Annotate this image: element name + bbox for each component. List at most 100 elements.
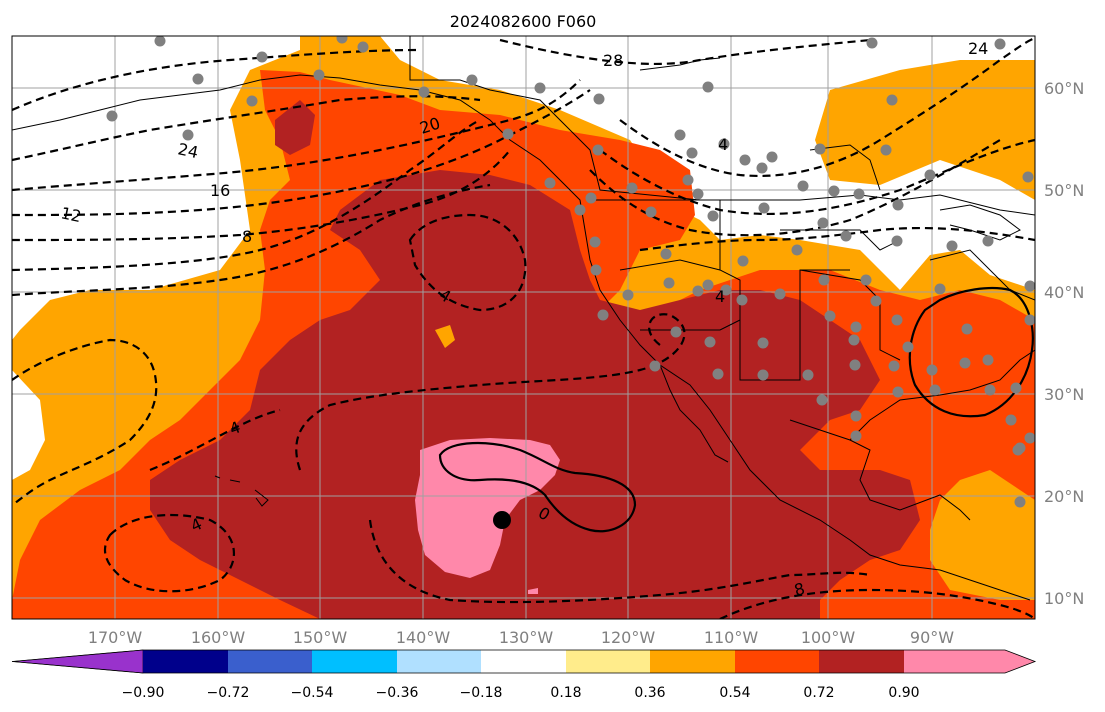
station-marker xyxy=(982,235,994,247)
contour-label: 8 xyxy=(792,579,807,600)
colorbar-segment xyxy=(312,650,397,673)
colorbar-tick-labels: −0.90 −0.72 −0.54 −0.36 −0.18 0.18 0.36 … xyxy=(122,685,920,701)
latitude-axis: 60°N 50°N 40°N 30°N 20°N 10°N xyxy=(1044,79,1084,608)
longitude-label: 150°W xyxy=(293,628,348,647)
station-marker xyxy=(1024,280,1035,292)
colorbar-segment xyxy=(650,650,735,673)
station-marker xyxy=(1022,171,1034,183)
station-marker xyxy=(929,384,941,396)
station-marker xyxy=(797,180,809,192)
station-marker xyxy=(828,185,840,197)
storm-center-marker xyxy=(493,511,511,529)
colorbar-tick-label: 0.72 xyxy=(803,685,834,701)
station-marker xyxy=(736,294,748,306)
map-frame xyxy=(11,35,1036,620)
station-marker xyxy=(712,368,724,380)
longitude-label: 110°W xyxy=(704,628,759,647)
contour-label: 12 xyxy=(59,203,83,226)
colorbar-extend-min xyxy=(11,649,144,674)
station-marker xyxy=(860,274,872,286)
station-marker xyxy=(704,336,716,348)
station-marker xyxy=(850,321,862,333)
contour-label: 8 xyxy=(242,227,252,246)
station-marker xyxy=(246,95,258,107)
station-marker xyxy=(1024,432,1035,444)
colorbar-tick-label: −0.36 xyxy=(376,685,419,701)
station-marker xyxy=(544,177,556,189)
station-marker xyxy=(707,210,719,222)
station-marker xyxy=(961,323,973,335)
station-marker xyxy=(670,326,682,338)
station-marker xyxy=(982,354,994,366)
station-marker xyxy=(818,274,830,286)
station-marker xyxy=(1014,496,1026,508)
colorbar-segment xyxy=(397,650,481,673)
anomaly-fill-white-corner xyxy=(12,370,45,480)
colorbar-tick-label: −0.90 xyxy=(122,685,165,701)
station-marker xyxy=(686,147,698,159)
colorbar-tick-label: 0.90 xyxy=(888,685,919,701)
anomaly-fill-white-canada xyxy=(380,36,1035,290)
station-marker xyxy=(892,386,904,398)
contours-solid xyxy=(438,286,1034,533)
station-marker xyxy=(892,199,904,211)
station-marker xyxy=(848,334,860,346)
colorbar-segment xyxy=(735,650,819,673)
station-marker xyxy=(924,169,936,181)
colorbar-tick-label: 0.36 xyxy=(634,685,665,701)
contours-dashed xyxy=(12,36,1035,619)
longitude-label: 140°W xyxy=(396,628,451,647)
station-marker xyxy=(720,284,732,296)
gridlines xyxy=(12,36,1035,619)
station-marker xyxy=(718,138,730,150)
colorbar-segment xyxy=(228,650,312,673)
station-marker xyxy=(574,204,586,216)
station-marker xyxy=(757,369,769,381)
colorbar xyxy=(11,649,1037,674)
station-marker xyxy=(850,430,862,442)
station-marker xyxy=(692,188,704,200)
figure-title: 2024082600 F060 xyxy=(450,12,597,31)
station-marker xyxy=(866,37,878,49)
latitude-label: 10°N xyxy=(1044,589,1084,608)
station-marker xyxy=(466,74,478,86)
station-marker xyxy=(739,154,751,166)
station-marker xyxy=(590,264,602,276)
station-marker xyxy=(1010,382,1022,394)
station-marker xyxy=(589,236,601,248)
latitude-label: 60°N xyxy=(1044,79,1084,98)
station-marker xyxy=(674,129,686,141)
longitude-label: 100°W xyxy=(801,628,856,647)
coastlines xyxy=(12,36,1035,601)
station-marker xyxy=(774,288,786,300)
station-marker xyxy=(645,206,657,218)
station-marker xyxy=(663,277,675,289)
station-marker xyxy=(622,289,634,301)
station-marker xyxy=(959,357,971,369)
station-marker xyxy=(182,129,194,141)
station-marker xyxy=(626,182,638,194)
station-marker xyxy=(592,144,604,156)
station-marker xyxy=(984,384,996,396)
station-marker xyxy=(502,128,514,140)
station-marker xyxy=(902,341,914,353)
station-marker xyxy=(256,51,268,63)
station-marker xyxy=(357,41,369,53)
latitude-label: 40°N xyxy=(1044,283,1084,302)
station-marker xyxy=(534,82,546,94)
contour-label: 4 xyxy=(715,287,725,306)
station-marker xyxy=(106,110,118,122)
colorbar-tick-label: 0.18 xyxy=(550,685,581,701)
longitude-label: 90°W xyxy=(910,628,954,647)
station-marker xyxy=(880,144,892,156)
longitude-label: 130°W xyxy=(499,628,554,647)
station-markers xyxy=(106,36,1035,508)
colorbar-tick-label: −0.18 xyxy=(460,685,503,701)
station-marker xyxy=(926,364,938,376)
longitude-label: 170°W xyxy=(88,628,143,647)
colorbar-tick-label: −0.54 xyxy=(291,685,334,701)
latitude-label: 30°N xyxy=(1044,385,1084,404)
longitude-label: 160°W xyxy=(191,628,246,647)
map-area xyxy=(12,36,1035,619)
